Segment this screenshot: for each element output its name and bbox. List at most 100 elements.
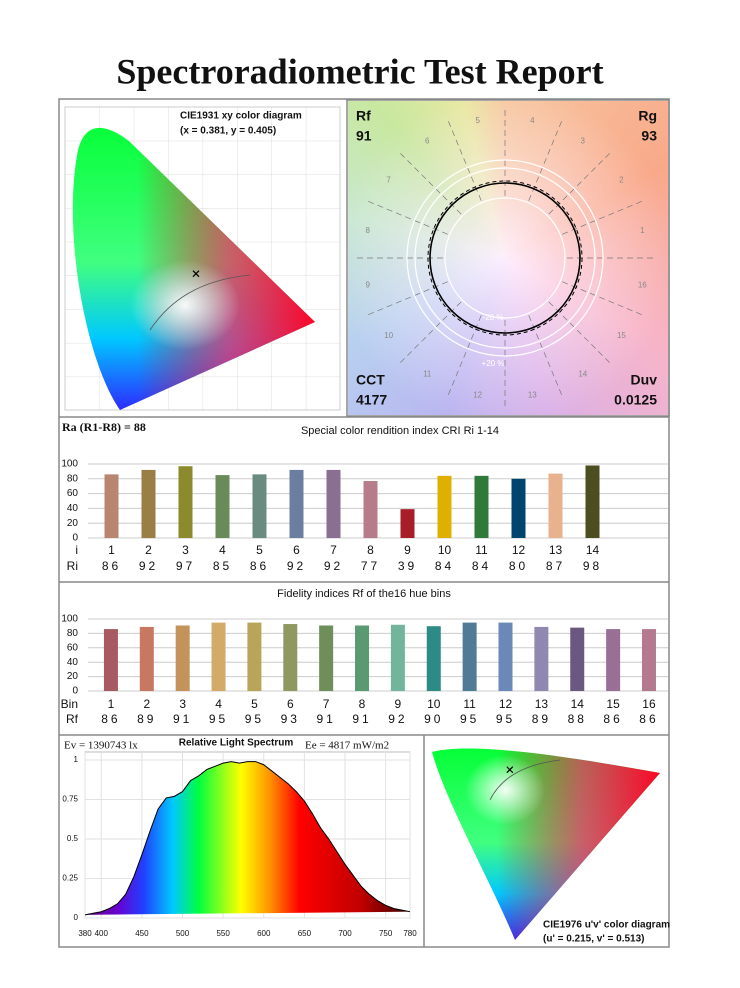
bar (103, 629, 118, 691)
bar (426, 626, 441, 691)
category-label: 5 (256, 543, 263, 557)
annotation: Ev = 1390743 lx (64, 740, 138, 752)
bar (139, 626, 154, 691)
category-label: 10 (438, 543, 452, 557)
frames (58, 98, 670, 948)
chart-subtitle: (x = 0.381, y = 0.405) (180, 126, 276, 137)
value-label: 92 (139, 559, 158, 573)
category-label: 9 (404, 543, 411, 557)
category-label: 14 (586, 543, 600, 557)
y-tick-label: 80 (67, 628, 79, 639)
bar (355, 625, 370, 691)
category-label: 16 (642, 697, 656, 711)
category-label: 6 (287, 697, 294, 711)
bar (606, 629, 621, 691)
category-label: 2 (145, 543, 152, 557)
bar (474, 475, 489, 538)
bar (178, 466, 193, 538)
category-label: 12 (512, 543, 526, 557)
value-label: 80 (509, 559, 528, 573)
value-label: 97 (176, 559, 195, 573)
bar (211, 622, 226, 691)
hue-label: 4 (530, 116, 535, 125)
bar (570, 627, 585, 691)
y-tick-label: 40 (67, 503, 79, 514)
hue-label: 16 (638, 280, 647, 289)
bar (585, 465, 600, 538)
tm30-metric: 0.0125 (614, 392, 657, 408)
value-label: 98 (583, 559, 602, 573)
category-label: 3 (179, 697, 186, 711)
y-tick-label: 1 (74, 755, 79, 764)
x-tick-label: 500 (176, 929, 190, 938)
hue-label: 5 (475, 116, 480, 125)
cross (192, 270, 200, 278)
value-label: 93 (281, 712, 300, 726)
planckian-locus (149, 274, 251, 331)
category-label: 13 (549, 543, 563, 557)
y-tick-label: 60 (67, 642, 79, 653)
planckian-locus (489, 759, 561, 801)
tm30-metric: Rf (356, 108, 371, 124)
hue-label: 1 (640, 226, 645, 235)
category-label: 7 (330, 543, 337, 557)
bar (326, 469, 341, 538)
bar (400, 509, 415, 538)
hue-label: 10 (384, 331, 393, 340)
category-label: 1 (108, 697, 115, 711)
row-header: Bin (61, 697, 78, 711)
y-tick-label: 20 (67, 518, 79, 529)
ring-label: +20 % (482, 359, 505, 368)
ring-label: -20 % (483, 313, 504, 322)
bar (283, 624, 298, 691)
value-label: 95 (209, 712, 228, 726)
hue-ray (364, 199, 448, 235)
value-label: 89 (532, 712, 551, 726)
chart-title: Relative Light Spectrum (179, 738, 294, 749)
y-tick-label: 0.5 (67, 834, 79, 843)
category-label: 2 (143, 697, 150, 711)
category-label: 14 (571, 697, 585, 711)
bar (252, 474, 267, 538)
bar (247, 622, 262, 691)
category-label: 4 (215, 697, 222, 711)
value-label: 88 (568, 712, 587, 726)
hue-label: 13 (528, 390, 537, 399)
chart-title: Fidelity indices Rf of the16 hue bins (277, 588, 451, 600)
tm30-graphic (406, 159, 604, 357)
value-label: 84 (472, 559, 491, 573)
annotation: Ra (R1-R8) = 88 (62, 420, 146, 434)
row-header: i (75, 543, 78, 557)
hue-label: 6 (425, 137, 430, 146)
spectrum (84, 761, 411, 916)
tm30-metric: CCT (356, 372, 385, 388)
bar (462, 622, 477, 691)
y-tick-label: 20 (67, 671, 79, 682)
tm30-metric: 93 (641, 128, 657, 144)
value-label: 86 (603, 712, 622, 726)
x-tick-label: 550 (216, 929, 230, 938)
value-label: 86 (639, 712, 658, 726)
row-header: Rf (66, 712, 79, 726)
y-tick-label: 100 (61, 614, 78, 625)
hue-label: 7 (386, 175, 391, 184)
category-label: 7 (323, 697, 330, 711)
hue-ray (562, 199, 646, 235)
bar (390, 624, 405, 691)
bar (641, 629, 656, 691)
bar (498, 622, 513, 691)
hue-ray (548, 301, 613, 366)
bar (319, 625, 334, 691)
x-tick-label: 400 (95, 929, 109, 938)
hue-label: 3 (581, 137, 586, 146)
value-label: 89 (137, 712, 156, 726)
chart-subtitle: (u' = 0.215, v' = 0.513) (543, 934, 644, 945)
x-tick-label: 780 (403, 929, 417, 938)
x-tick-label: 700 (338, 929, 352, 938)
bar (215, 475, 230, 538)
tm30-metric: Rg (638, 108, 657, 124)
y-tick-label: 0 (72, 533, 78, 544)
category-label: 15 (606, 697, 620, 711)
